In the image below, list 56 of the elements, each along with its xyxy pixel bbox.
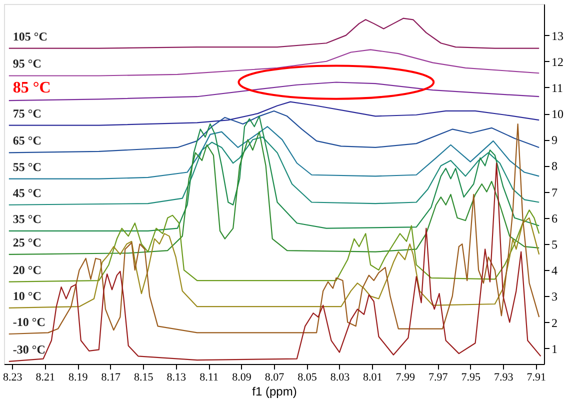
y-tick-label: 11	[552, 80, 564, 95]
line-series	[8, 82, 540, 102]
series-label: -30 °C	[12, 342, 46, 356]
line-series	[8, 126, 540, 180]
x-tick-label: 8.13	[166, 372, 186, 384]
y-tick-label: 5	[552, 238, 558, 252]
x-tick-label: 8.01	[363, 372, 382, 384]
y-tick-label: 13	[552, 28, 564, 43]
series-label: 85 °C	[12, 80, 51, 97]
x-tick-label: 7.91	[526, 372, 546, 384]
x-tick-label: 8.07	[264, 372, 285, 384]
x-tick-label: 8.23	[3, 372, 23, 384]
series-label: 105 °C	[12, 29, 48, 44]
series-label: 65 °C	[12, 134, 42, 148]
x-tick-label: 7.93	[494, 372, 514, 384]
y-tick-label: 9	[552, 133, 558, 148]
series-label: 25 °C	[12, 235, 42, 250]
x-tick-label: 7.99	[396, 372, 416, 384]
series-label: -10 °C	[12, 315, 46, 329]
x-tick-label: 8.05	[298, 372, 318, 384]
line-series	[8, 123, 540, 335]
y-tick-label: 1	[552, 342, 558, 356]
y-tick-label: 7	[552, 185, 558, 200]
series-label: 45 °C	[12, 186, 42, 200]
line-series	[8, 136, 540, 206]
series-label: 75 °C	[12, 106, 42, 120]
series-label: 95 °C	[12, 56, 42, 71]
y-tick-label: 10	[552, 107, 564, 122]
series-label: 10 °C	[12, 288, 42, 303]
line-series	[8, 101, 540, 126]
series-label: 35 °C	[12, 212, 42, 226]
line-series	[8, 210, 540, 282]
x-tick-label: 8.17	[101, 372, 121, 384]
line-series	[8, 162, 542, 362]
line-series	[8, 110, 540, 154]
y-tick-label: 12	[552, 54, 564, 69]
x-tick-label: 8.19	[68, 372, 88, 384]
y-tick-label: 3	[552, 290, 558, 304]
series-label: 20 °C	[12, 262, 42, 277]
y-tick-label: 2	[552, 316, 558, 330]
y-tick-label: 4	[552, 264, 558, 278]
x-axis-title: f1 (ppm)	[252, 384, 297, 398]
line-series	[8, 18, 540, 49]
line-series	[8, 49, 540, 76]
x-tick-label: 8.15	[134, 372, 154, 384]
line-series	[8, 217, 540, 308]
x-tick-label: 8.21	[36, 372, 56, 384]
x-tick-label: 8.11	[200, 372, 218, 384]
series-label: 55 °C	[12, 160, 42, 174]
y-tick-label: 8	[552, 159, 558, 174]
x-tick-label: 7.97	[428, 372, 448, 384]
line-series	[8, 131, 540, 255]
y-tick-label: 6	[552, 211, 558, 226]
x-tick-label: 7.95	[461, 372, 481, 384]
x-tick-label: 8.09	[232, 372, 252, 384]
x-tick-label: 8.03	[330, 372, 350, 384]
